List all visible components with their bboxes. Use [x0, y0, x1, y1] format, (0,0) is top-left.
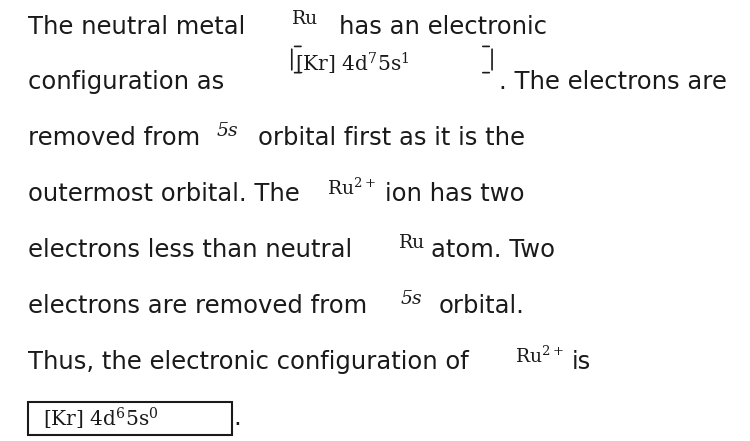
- Text: electrons are removed from: electrons are removed from: [28, 294, 375, 318]
- Text: .: .: [234, 406, 242, 430]
- Text: has an electronic: has an electronic: [338, 15, 547, 38]
- Text: atom. Two: atom. Two: [430, 238, 555, 262]
- Text: The neutral metal: The neutral metal: [28, 15, 253, 38]
- Text: $\mathregular{[Kr]\ 4d^75s^1}$: $\mathregular{[Kr]\ 4d^75s^1}$: [295, 51, 410, 77]
- Text: orbital.: orbital.: [439, 294, 524, 318]
- Text: $\mathregular{Ru^{2+}}$: $\mathregular{Ru^{2+}}$: [327, 178, 376, 199]
- Text: removed from: removed from: [28, 127, 208, 150]
- Text: Ru: Ru: [292, 10, 318, 28]
- Text: orbital first as it is the: orbital first as it is the: [259, 127, 526, 150]
- Text: outermost orbital. The: outermost orbital. The: [28, 183, 308, 206]
- Text: $\mathregular{Ru^{2+}}$: $\mathregular{Ru^{2+}}$: [515, 346, 564, 367]
- Text: Ru: Ru: [399, 234, 425, 252]
- Text: $\mathregular{5s}$: $\mathregular{5s}$: [400, 290, 423, 308]
- Text: electrons less than neutral: electrons less than neutral: [28, 238, 360, 262]
- Text: $\mathregular{[Kr]\ 4d^65s^0}$: $\mathregular{[Kr]\ 4d^65s^0}$: [43, 406, 158, 432]
- Text: Thus, the electronic configuration of: Thus, the electronic configuration of: [28, 350, 476, 374]
- Text: configuration as: configuration as: [28, 71, 224, 94]
- Text: $\mathregular{5s}$: $\mathregular{5s}$: [216, 122, 239, 140]
- Text: . The electrons are: . The electrons are: [499, 71, 727, 94]
- Text: is: is: [572, 350, 592, 374]
- Text: ion has two: ion has two: [386, 183, 525, 206]
